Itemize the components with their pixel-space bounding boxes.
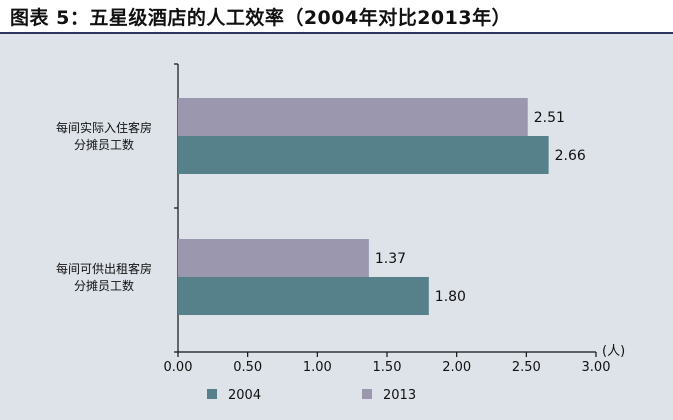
x-tick-label: 1.00 — [303, 360, 332, 375]
category-label-line: 分摊员工数 — [74, 137, 134, 152]
bar-2013 — [178, 98, 528, 136]
x-tick-label: 2.00 — [442, 360, 471, 375]
category-label-line: 分摊员工数 — [74, 278, 134, 293]
category-label-line: 每间实际入住客房 — [56, 120, 152, 135]
category-label-line: 每间可供出租客房 — [56, 261, 152, 276]
legend-label-2004: 2004 — [228, 388, 261, 403]
x-tick-label: 2.50 — [512, 360, 541, 375]
chart-title: 图表 5：五星级酒店的人工效率（2004年对比2013年） — [10, 7, 512, 29]
legend-label-2013: 2013 — [383, 388, 416, 403]
bar-2004 — [178, 277, 429, 315]
x-tick-label: 1.50 — [373, 360, 402, 375]
category-label: 每间可供出租客房分摊员工数 — [56, 261, 152, 293]
x-axis-unit: (人) — [602, 344, 625, 359]
category-label: 每间实际入住客房分摊员工数 — [56, 120, 152, 152]
legend-swatch-2013 — [362, 389, 372, 399]
x-tick-label: 3.00 — [582, 360, 611, 375]
data-label-2013: 1.37 — [375, 251, 406, 267]
x-tick-label: 0.00 — [164, 360, 193, 375]
title-bar: 图表 5：五星级酒店的人工效率（2004年对比2013年） — [0, 0, 673, 34]
data-label-2013: 2.51 — [534, 110, 565, 126]
bar-2004 — [178, 136, 549, 174]
bar-2013 — [178, 239, 369, 277]
legend-swatch-2004 — [207, 389, 217, 399]
data-label-2004: 2.66 — [555, 148, 586, 164]
x-tick-label: 0.50 — [233, 360, 262, 375]
data-label-2004: 1.80 — [435, 289, 466, 305]
